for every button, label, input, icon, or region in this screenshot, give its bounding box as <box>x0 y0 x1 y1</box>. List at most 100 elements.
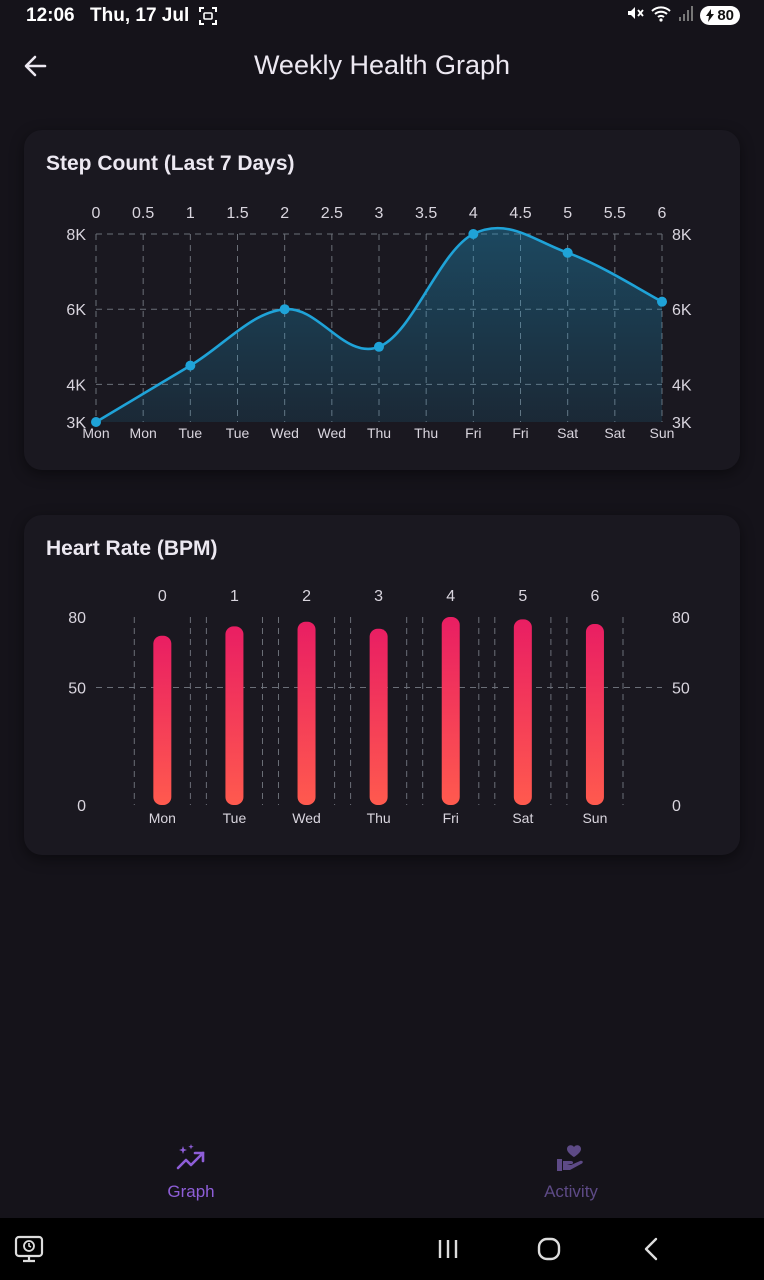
x-bottom-tick-label: Sat <box>512 810 533 826</box>
y-right-tick-label: 0 <box>672 798 681 815</box>
page-title: Weekly Health Graph <box>253 50 511 80</box>
screen-time-icon[interactable] <box>14 1234 44 1269</box>
x-bottom-tick-label: Tue <box>226 425 250 441</box>
x-bottom-tick-label: Sun <box>582 810 607 826</box>
step-data-point[interactable] <box>657 296 667 307</box>
x-bottom-tick-label: Wed <box>270 425 299 441</box>
x-top-tick-label: 5 <box>563 205 572 222</box>
heart-rate-bar[interactable] <box>297 621 316 805</box>
x-top-tick-label: 1 <box>186 205 195 222</box>
x-bottom-tick-label: Tue <box>179 425 203 441</box>
heart-rate-bar[interactable] <box>585 624 604 805</box>
status-date: Thu, 17 Jul <box>90 5 190 26</box>
app-bar: Weekly Health Graph <box>0 36 764 96</box>
y-right-tick-label: 50 <box>672 681 690 698</box>
step-data-point[interactable] <box>374 341 384 352</box>
y-right-tick-label: 6K <box>672 302 692 319</box>
x-bottom-tick-label: Mon <box>149 810 176 826</box>
status-icons: 80 <box>626 4 740 27</box>
heart-rate-bar[interactable] <box>153 635 172 805</box>
x-bottom-tick-label: Wed <box>292 810 321 826</box>
y-right-tick-label: 3K <box>672 415 692 432</box>
heart-rate-chart: 0 1 2 3 4 5 6 Mon Tue Wed Thu Fri Sat Sun 0 0 50 50 80 80 <box>68 588 690 826</box>
mute-icon <box>626 4 645 27</box>
x-top-tick-label: 6 <box>658 205 667 222</box>
x-top-tick-label: 5 <box>518 588 527 605</box>
signal-icon <box>678 4 694 27</box>
step-data-point[interactable] <box>279 304 290 315</box>
x-top-tick-label: 5.5 <box>604 205 626 222</box>
x-bottom-tick-label: Fri <box>443 810 459 826</box>
status-time: 12:06 <box>26 5 75 26</box>
x-top-tick-label: 2 <box>302 588 311 605</box>
nav-item-graph[interactable]: Graph <box>91 1140 291 1202</box>
y-right-tick-label: 8K <box>672 227 692 244</box>
heart-chart-title: Heart Rate (BPM) <box>46 537 218 560</box>
y-left-tick-label: 6K <box>66 302 86 319</box>
heart-hand-icon <box>471 1140 671 1176</box>
heart-rate-bar[interactable] <box>441 617 460 805</box>
y-left-tick-label: 8K <box>66 227 86 244</box>
battery-level: 80 <box>717 7 734 24</box>
step-chart-title: Step Count (Last 7 Days) <box>46 152 295 175</box>
x-top-tick-label: 3.5 <box>415 205 437 222</box>
x-top-tick-label: 1.5 <box>226 205 248 222</box>
x-top-tick-label: 1 <box>230 588 239 605</box>
home-icon[interactable] <box>537 1237 561 1266</box>
x-top-tick-label: 3 <box>374 588 383 605</box>
back-icon[interactable] <box>640 1237 662 1266</box>
x-bottom-tick-label: Sat <box>557 425 578 441</box>
heart-rate-card: Heart Rate (BPM) 0 1 2 3 4 5 6 Mon Tue Wed Thu Fri S… <box>24 515 740 855</box>
step-data-point[interactable] <box>468 229 479 239</box>
y-left-tick-label: 0 <box>77 798 86 815</box>
x-bottom-tick-label: Fri <box>465 425 481 441</box>
x-bottom-tick-label: Sat <box>604 425 625 441</box>
x-bottom-tick-label: Thu <box>367 810 391 826</box>
y-right-tick-label: 80 <box>672 610 690 627</box>
heart-rate-bar[interactable] <box>369 628 388 805</box>
system-navigation-bar <box>0 1218 764 1280</box>
x-top-tick-label: 0.5 <box>132 205 154 222</box>
step-count-card: Step Count (Last 7 Days) 0 0.5 1 1.5 2 2.5 3 3.… <box>24 130 740 470</box>
y-right-tick-label: 4K <box>672 377 692 394</box>
y-left-tick-label: 50 <box>68 681 86 698</box>
nav-label-activity: Activity <box>544 1182 598 1201</box>
y-left-tick-label: 4K <box>66 377 86 394</box>
arrow-left-icon <box>24 55 47 77</box>
x-bottom-tick-label: Sun <box>650 425 675 441</box>
status-bar: 12:06 Thu, 17 Jul 80 <box>0 0 764 32</box>
bottom-navigation: Graph Activity <box>0 1140 764 1218</box>
x-bottom-tick-label: Thu <box>367 425 391 441</box>
wifi-icon <box>650 4 672 27</box>
x-bottom-tick-label: Tue <box>223 810 247 826</box>
x-top-tick-label: 0 <box>92 205 101 222</box>
y-left-tick-label: 80 <box>68 610 86 627</box>
x-bottom-tick-label: Mon <box>130 425 157 441</box>
x-top-tick-label: 3 <box>375 205 384 222</box>
screenshot-icon <box>199 7 217 30</box>
step-count-chart: 0 0.5 1 1.5 2 2.5 3 3.5 4 4.5 5 5.5 6 Mon Mon Tue Tue Wed… <box>66 205 692 441</box>
sparkle-chart-icon <box>91 1140 291 1176</box>
recent-apps-icon[interactable] <box>436 1238 460 1265</box>
x-top-tick-label: 2.5 <box>321 205 343 222</box>
x-bottom-tick-label: Thu <box>414 425 438 441</box>
nav-item-activity[interactable]: Activity <box>471 1140 671 1202</box>
x-bottom-tick-label: Wed <box>318 425 347 441</box>
step-data-point[interactable] <box>91 417 101 427</box>
step-data-point[interactable] <box>562 247 573 258</box>
back-button[interactable] <box>20 50 52 82</box>
x-top-tick-label: 6 <box>590 588 599 605</box>
x-top-tick-label: 4.5 <box>509 205 531 222</box>
x-top-tick-label: 0 <box>158 588 167 605</box>
y-left-tick-label: 3K <box>66 415 86 432</box>
nav-label-graph: Graph <box>167 1182 215 1201</box>
x-bottom-tick-label: Mon <box>82 425 109 441</box>
x-top-tick-label: 4 <box>469 205 478 222</box>
step-area-fill <box>96 228 662 422</box>
x-bottom-tick-label: Fri <box>512 425 528 441</box>
step-data-point[interactable] <box>185 360 196 371</box>
x-top-tick-label: 2 <box>280 205 289 222</box>
x-top-tick-label: 4 <box>446 588 455 605</box>
heart-rate-bar[interactable] <box>513 619 532 805</box>
heart-rate-bar[interactable] <box>225 626 244 805</box>
